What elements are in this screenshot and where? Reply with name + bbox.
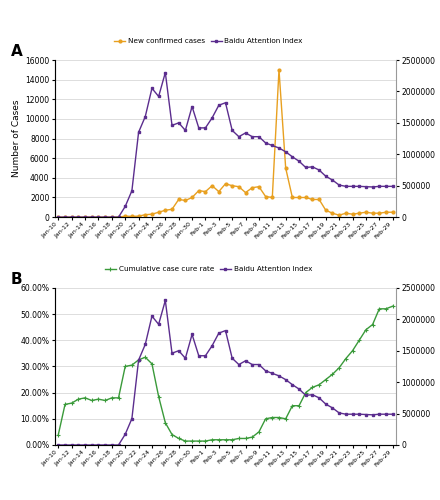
New confirmed cases bbox=[390, 209, 395, 215]
Line: Baidu Attention Index: Baidu Attention Index bbox=[57, 299, 394, 446]
Baidu Attention Index bbox=[303, 164, 308, 170]
Cumulative case cure rate bbox=[383, 306, 389, 312]
Baidu Attention Index bbox=[283, 376, 288, 382]
Text: A: A bbox=[11, 44, 22, 60]
Legend: New confirmed cases, Baidu Attention Index: New confirmed cases, Baidu Attention Ind… bbox=[111, 36, 306, 47]
Cumulative case cure rate bbox=[303, 390, 308, 396]
Cumulative case cure rate bbox=[183, 438, 188, 444]
Baidu Attention Index bbox=[163, 70, 168, 75]
Cumulative case cure rate bbox=[283, 416, 288, 422]
Line: New confirmed cases: New confirmed cases bbox=[57, 68, 394, 218]
Baidu Attention Index bbox=[390, 411, 395, 417]
Baidu Attention Index bbox=[169, 122, 175, 128]
New confirmed cases bbox=[383, 209, 389, 215]
Baidu Attention Index bbox=[283, 149, 288, 155]
New confirmed cases bbox=[56, 214, 61, 220]
Cumulative case cure rate bbox=[129, 362, 135, 368]
Text: B: B bbox=[11, 272, 22, 287]
Baidu Attention Index bbox=[383, 411, 389, 417]
Legend: Cumulative case cure rate, Baidu Attention Index: Cumulative case cure rate, Baidu Attenti… bbox=[102, 263, 315, 275]
Cumulative case cure rate bbox=[56, 432, 61, 438]
Cumulative case cure rate bbox=[163, 420, 168, 426]
New confirmed cases bbox=[303, 194, 308, 200]
Cumulative case cure rate bbox=[390, 303, 395, 309]
Baidu Attention Index bbox=[390, 184, 395, 190]
New confirmed cases bbox=[283, 165, 288, 171]
Cumulative case cure rate bbox=[156, 394, 161, 400]
New confirmed cases bbox=[276, 67, 282, 73]
Line: Cumulative case cure rate: Cumulative case cure rate bbox=[56, 304, 395, 443]
Baidu Attention Index bbox=[303, 392, 308, 398]
New confirmed cases bbox=[163, 208, 168, 214]
Baidu Attention Index bbox=[156, 322, 161, 328]
Y-axis label: Number of Cases: Number of Cases bbox=[12, 100, 21, 178]
Baidu Attention Index bbox=[383, 184, 389, 190]
Baidu Attention Index bbox=[156, 94, 161, 100]
Line: Baidu Attention Index: Baidu Attention Index bbox=[57, 71, 394, 219]
Baidu Attention Index bbox=[129, 416, 135, 422]
Baidu Attention Index bbox=[56, 214, 61, 220]
Baidu Attention Index bbox=[56, 442, 61, 448]
New confirmed cases bbox=[156, 209, 161, 215]
Baidu Attention Index bbox=[129, 188, 135, 194]
Baidu Attention Index bbox=[169, 350, 175, 356]
Baidu Attention Index bbox=[163, 298, 168, 304]
New confirmed cases bbox=[129, 214, 135, 220]
